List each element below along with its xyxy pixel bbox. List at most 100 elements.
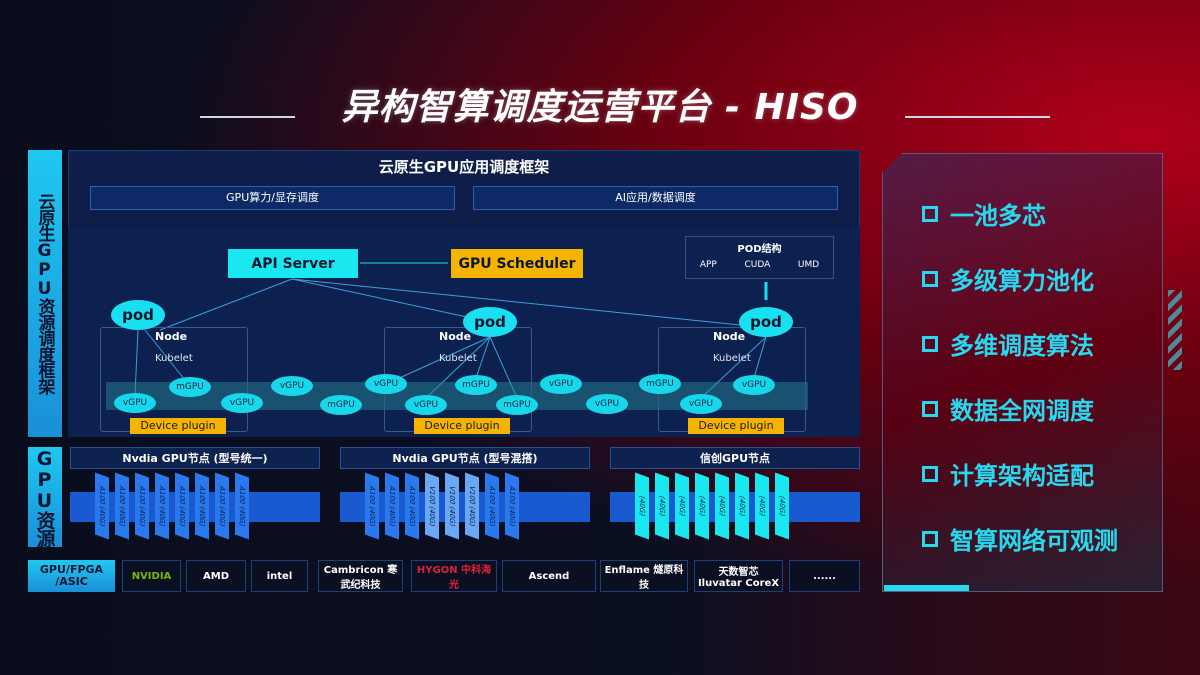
vendor-label: GPU/FPGA /ASIC [28,560,115,592]
gpu-chip: V100 (40G) [445,472,459,540]
vgpu-ellipse: vGPU [365,374,407,394]
gpu-node-header: Nvdia GPU节点 (型号混搭) [340,447,590,469]
vgpu-ellipse: vGPU [733,375,775,395]
gpu-chip: (40G) [775,472,789,540]
feature-item: 多维调度算法 [922,326,1094,361]
pod-circle: pod [739,307,793,337]
node-label: Node [439,330,472,343]
vgpu-ellipse: vGPU [586,394,628,414]
kubelet-label: Kubelet [713,353,751,364]
vendor-logo: HYGON 中科海光 [411,560,497,592]
gpu-chip: A100 (40G) [115,472,129,540]
gpu-chip: (40G) [675,472,689,540]
vgpu-ellipse: vGPU [405,395,447,415]
checkbox-square-icon [922,335,938,352]
vendor-logo: Cambricon 寒武纪科技 [318,560,403,592]
vgpu-ellipse: vGPU [221,393,263,413]
pod-item-umd: UMD [797,260,820,270]
gpu-chip: A100 (40G) [95,472,109,540]
feature-item: 智算网络可观测 [922,521,1118,556]
gpu-chip: A100 (40G) [195,472,209,540]
feature-label: 数据全网调度 [950,397,1094,425]
checkbox-square-icon [922,530,938,547]
pod-circle: pod [111,300,165,330]
feature-item: 计算架构适配 [922,456,1094,491]
vgpu-ellipse: vGPU [271,376,313,396]
feature-label: 多级算力池化 [950,267,1094,295]
gpu-node-header: 信创GPU节点 [610,447,860,469]
gpu-chip: (40G) [655,472,669,540]
node-label: Node [155,330,188,343]
corner-accent [884,585,969,591]
gpu-compute-bar: GPU算力/显存调度 [90,186,455,210]
vendor-logo: NVIDIA [122,560,181,592]
gpu-chip: (40G) [695,472,709,540]
checkbox-square-icon [922,270,938,287]
pod-structure-box: POD结构 APP CUDA UMD [685,236,834,279]
feature-item: 一池多芯 [922,196,1046,231]
gpu-scheduler-box: GPU Scheduler [451,249,583,278]
mgpu-ellipse: mGPU [169,377,211,397]
features-panel [882,153,1163,592]
gpu-chip: A100 (40G) [385,472,399,540]
gpu-chip: (40G) [715,472,729,540]
vendor-logo: intel [251,560,308,592]
gpu-chip: A100 (40G) [365,472,379,540]
connector-lines [134,262,768,399]
node-label: Node [713,330,746,343]
gpu-node-header: Nvdia GPU节点 (型号统一) [70,447,320,469]
pod-circle: pod [463,307,517,337]
gpu-chip: V100 (40G) [465,472,479,540]
device-plugin-box: Device plugin [414,418,510,434]
page-title: 异构智算调度运营平台 - HISO [341,87,859,128]
gpu-chip: A100 (40G) [175,472,189,540]
vendor-logo: AMD [186,560,246,592]
mgpu-ellipse: mGPU [455,375,497,395]
gpu-chip: A100 (40G) [405,472,419,540]
gpu-chip: V100 (40G) [425,472,439,540]
stripe-decoration [1168,290,1182,370]
resources-label: GPU资源 [28,447,62,547]
gpu-chip: A100 (40G) [135,472,149,540]
feature-label: 一池多芯 [950,202,1046,230]
gpu-chip: A100 (40G) [485,472,499,540]
kubelet-label: Kubelet [155,353,193,364]
feature-item: 数据全网调度 [922,391,1094,426]
ai-data-bar: AI应用/数据调度 [473,186,838,210]
vgpu-ellipse: vGPU [114,393,156,413]
device-plugin-box: Device plugin [688,418,784,434]
kubelet-label: Kubelet [439,353,477,364]
title-decoration-right [905,116,1050,118]
api-server-box: API Server [228,249,358,278]
gpu-chip: A100 (40G) [155,472,169,540]
pod-item-app: APP [699,260,717,270]
vgpu-ellipse: vGPU [540,374,582,394]
mgpu-ellipse: mGPU [639,374,681,394]
framework-header: 云原生GPU应用调度框架 [378,158,550,176]
gpu-chip: A100 (40G) [235,472,249,540]
vendor-logo: Ascend [502,560,596,592]
gpu-chip: (40G) [755,472,769,540]
vendor-logo: ...... [789,560,860,592]
feature-label: 智算网络可观测 [950,527,1118,555]
vendor-logo: Enflame 燧原科技 [600,560,688,592]
gpu-chip: A100 (40G) [215,472,229,540]
feature-label: 计算架构适配 [950,462,1094,490]
device-plugin-box: Device plugin [130,418,226,434]
vgpu-ellipse: vGPU [680,394,722,414]
gpu-chip: (40G) [735,472,749,540]
vendor-logo: 天数智芯 Iluvatar CoreX [694,560,783,592]
title-decoration-left [200,116,295,118]
checkbox-square-icon [922,400,938,417]
checkbox-square-icon [922,205,938,222]
pod-item-cuda: CUDA [744,260,771,270]
checkbox-square-icon [922,465,938,482]
framework-label: 云原生GPU资源调度框架 [28,150,62,437]
mgpu-ellipse: mGPU [320,395,362,415]
gpu-chip: A100 (40G) [505,472,519,540]
gpu-chip: (40G) [635,472,649,540]
feature-item: 多级算力池化 [922,261,1094,296]
feature-label: 多维调度算法 [950,332,1094,360]
pod-structure-title: POD结构 [737,244,782,255]
mgpu-ellipse: mGPU [496,395,538,415]
